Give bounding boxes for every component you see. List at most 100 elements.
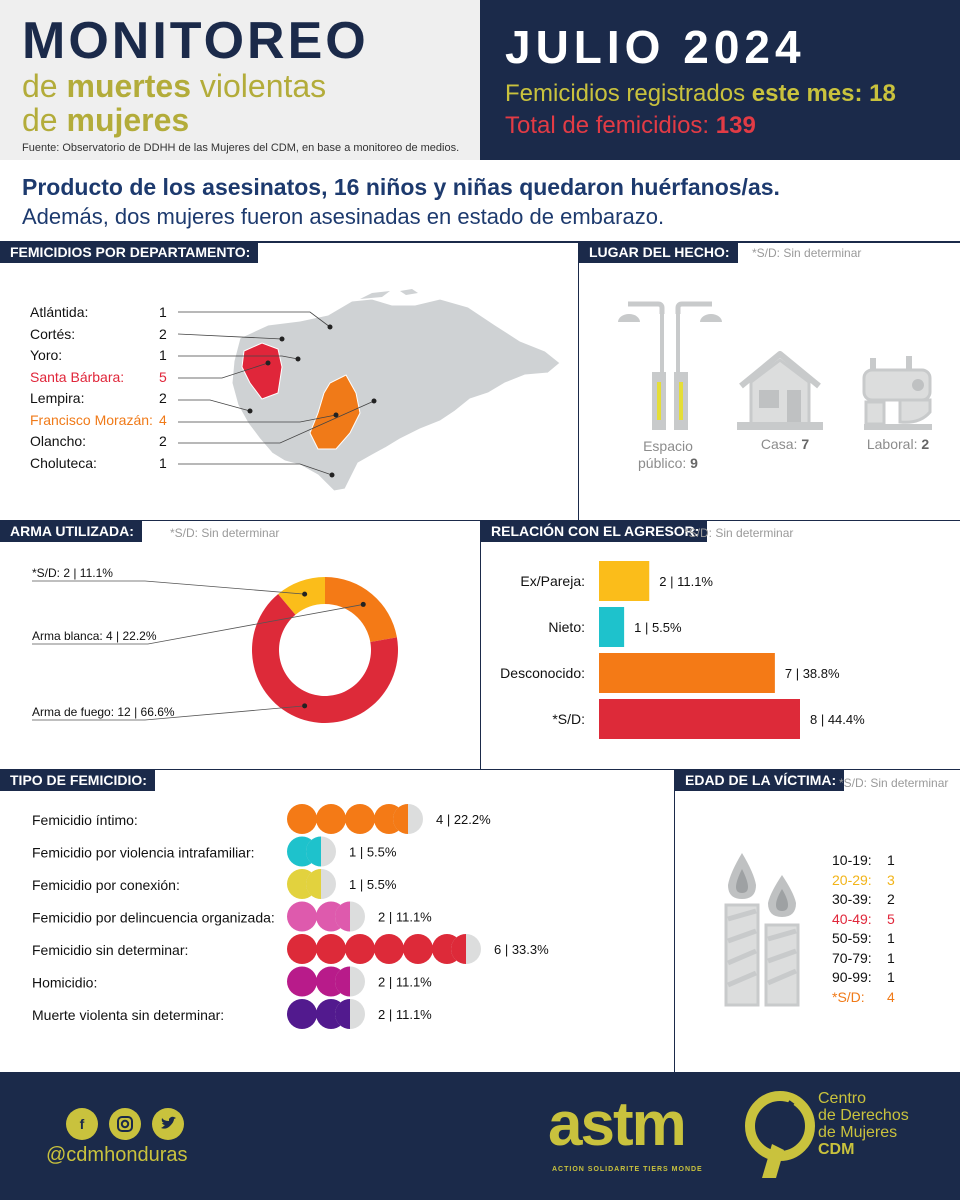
age-value: 1 (887, 949, 895, 966)
department-label: Olancho: (30, 433, 87, 449)
type-dot (287, 901, 317, 932)
age-value: 1 (887, 852, 895, 868)
section-divider (578, 241, 579, 521)
type-dot-half (451, 934, 466, 964)
relation-bar (599, 607, 625, 647)
type-category: Femicidio íntimo: (32, 812, 138, 828)
section-divider (674, 769, 675, 1072)
instagram-icon[interactable] (109, 1108, 141, 1140)
headline-main: Producto de los asesinatos, 16 niños y n… (22, 174, 780, 200)
title-l2-b: muertes (66, 68, 191, 104)
type-dot (287, 966, 317, 997)
age-value: 3 (887, 871, 895, 888)
donut-slice (278, 577, 325, 615)
type-category: Femicidio por conexión: (32, 877, 180, 893)
streetlight-icon (618, 301, 722, 430)
social-handle[interactable]: @cdmhonduras (46, 1144, 188, 1166)
relation-value: 1 | 5.5% (634, 620, 682, 635)
type-category: Femicidio por violencia intrafamiliar: (32, 845, 255, 861)
type-dot (287, 804, 317, 834)
header-right-panel (480, 0, 960, 160)
type-dot (374, 934, 404, 964)
femicide-type-dot-chart: Femicidio íntimo: 4 | 22.2% Femicidio por … (32, 804, 549, 1029)
donut-slice (252, 594, 398, 723)
type-value: 4 | 22.2% (436, 812, 491, 827)
weapon-donut-chart: *S/D: 2 | 11.1% Arma blanca: 4 | 22.2% Arm… (32, 566, 398, 723)
age-range: 70-79: (832, 949, 872, 966)
relation-bar (599, 561, 650, 601)
type-dot (287, 934, 317, 964)
type-value: 1 | 5.5% (349, 877, 397, 892)
twitter-icon[interactable] (152, 1108, 184, 1140)
title-l2-c: violentas (190, 68, 327, 104)
type-value: 1 | 5.5% (349, 845, 397, 860)
donut-label: Arma blanca: 4 | 22.2% (32, 629, 157, 643)
stat2-value: 139 (715, 112, 756, 139)
cdm-name: Centro de Derechos de Mujeres CDM (818, 1090, 909, 1158)
map-francisco-morazan (309, 374, 361, 450)
headline-sub: Además, dos mujeres fueron asesinadas en… (22, 204, 665, 229)
age-range: 90-99: (832, 969, 872, 985)
cdm-line4: CDM (818, 1141, 855, 1158)
donut-label: Arma de fuego: 12 | 66.6% (32, 705, 175, 719)
department-value: 2 (159, 325, 167, 342)
type-value: 2 | 11.1% (378, 975, 432, 990)
type-value: 2 | 11.1% (378, 910, 432, 925)
stat2-label: Total de femicidios: (505, 112, 716, 139)
type-dot-half (335, 901, 350, 932)
age-value: 2 (887, 891, 895, 907)
relation-bar-chart: Ex/Pareja: 2 | 11.1% Nieto: 1 | 5.5% Descono… (500, 561, 865, 739)
espacio-value: 9 (690, 455, 698, 471)
department-value: 1 (159, 304, 167, 320)
relation-value: 8 | 44.4% (810, 712, 865, 727)
department-label: Cortés: (30, 325, 76, 342)
facebook-icon[interactable]: f (66, 1108, 98, 1140)
age-range: 20-29: (832, 871, 872, 888)
cdm-logo-icon (745, 1091, 815, 1178)
donut-slice (325, 577, 397, 643)
astm-subtitle: ACTION SOLIDARITE TIERS MONDE (552, 1166, 703, 1173)
espacio-publico-stat: Espacio público: 9 (628, 438, 708, 472)
edad-note: *S/D: Sin determinar (839, 776, 949, 790)
type-value: 6 | 33.3% (494, 942, 549, 957)
relation-category: Desconocido: (500, 665, 585, 681)
arma-note: *S/D: Sin determinar (170, 526, 280, 540)
title-subline-1: de muertes violentas (22, 70, 326, 102)
stat1-value: este mes: 18 (751, 80, 896, 107)
department-label: Lempira: (30, 390, 85, 406)
type-dot-half (335, 966, 350, 997)
cdm-line2: de Derechos (818, 1107, 909, 1124)
donut-leader (32, 580, 305, 595)
casa-stat: Casa: 7 (745, 436, 825, 452)
type-dot (345, 934, 375, 964)
laboral-value: 2 (921, 436, 930, 452)
age-range: 30-39: (832, 891, 872, 907)
page-title: MONITOREO (22, 12, 369, 70)
donut-dot (302, 591, 308, 597)
department-value: 1 (159, 347, 167, 363)
department-value: 5 (159, 368, 167, 385)
relation-bar (599, 699, 800, 739)
espacio-label: Espacio público: (638, 438, 693, 471)
type-dot-half (306, 836, 321, 867)
relation-bar (599, 653, 775, 693)
donut-dot (302, 703, 308, 709)
department-label: Choluteca: (30, 454, 97, 471)
department-value: 2 (159, 390, 167, 406)
department-value: 1 (159, 454, 167, 471)
donut-leader (32, 604, 364, 645)
type-dot-half (335, 999, 350, 1029)
casa-value: 7 (801, 436, 810, 452)
department-label: Francisco Morazán: (30, 411, 153, 428)
title-l2-a: de (22, 68, 67, 104)
total-stat: Total de femicidios: 139 (505, 112, 756, 140)
donut-leader (32, 705, 305, 721)
relation-value: 2 | 11.1% (659, 574, 713, 589)
type-dot (345, 804, 375, 834)
month-title: JULIO 2024 (505, 21, 806, 73)
type-dot (403, 934, 433, 964)
source-note: Fuente: Observatorio de DDHH de las Muje… (22, 142, 460, 154)
title-l3-a: de (22, 102, 67, 138)
type-dot (287, 999, 317, 1029)
type-category: Homicidio: (32, 975, 97, 991)
